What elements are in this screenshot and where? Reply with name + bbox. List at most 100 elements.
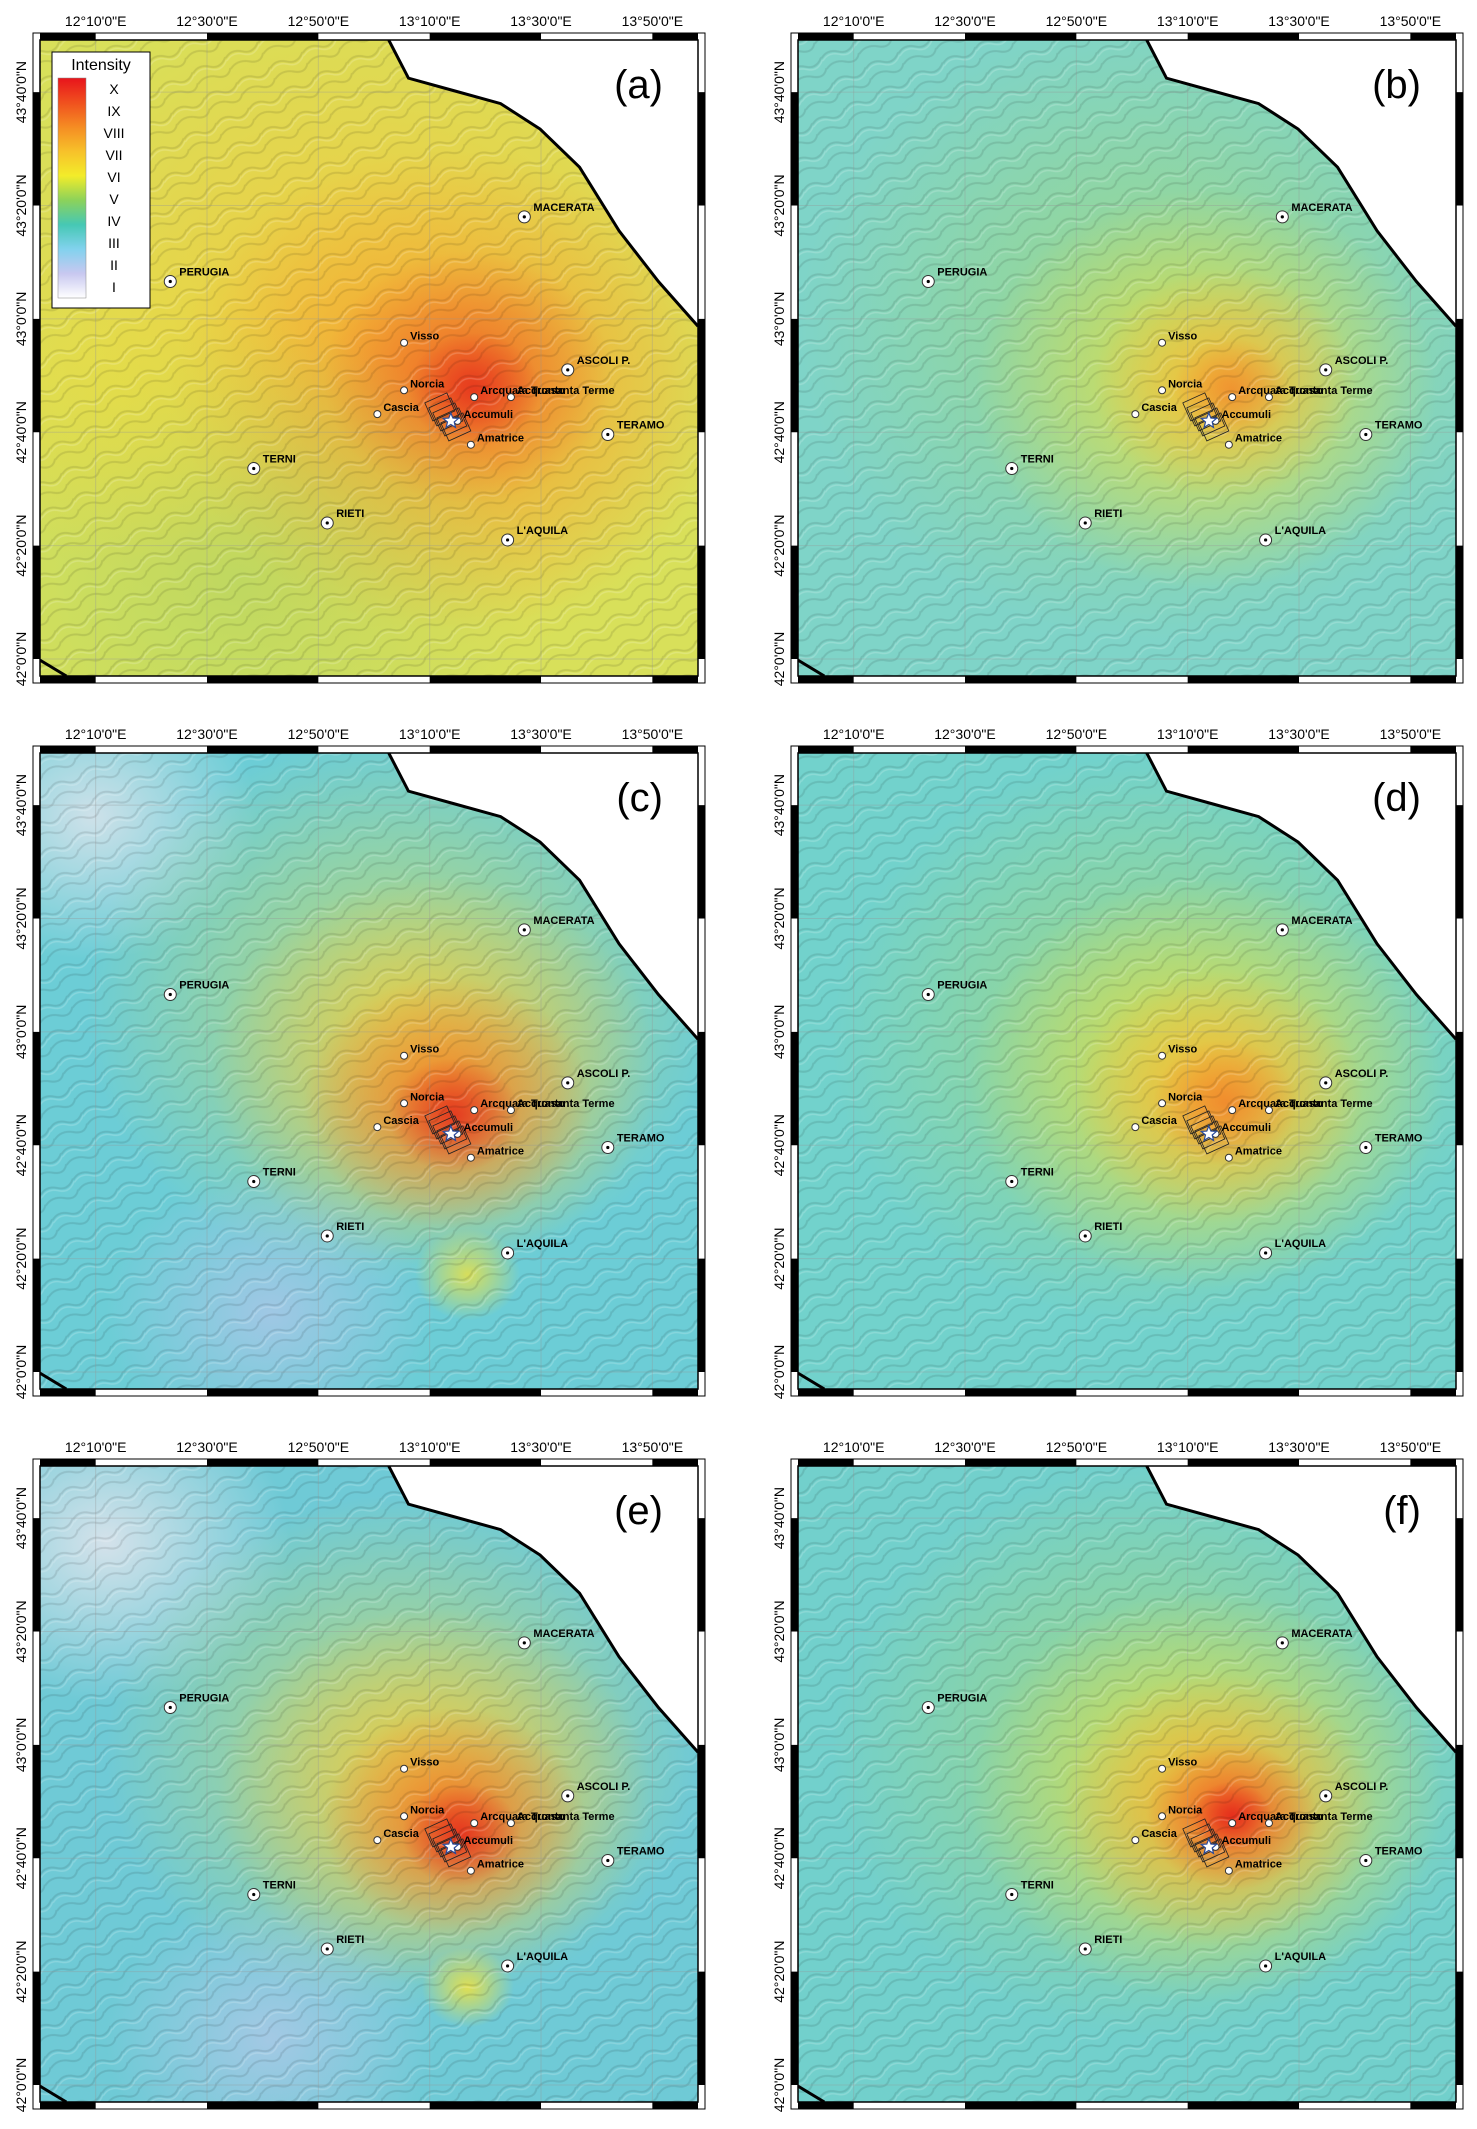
frame-segment — [33, 92, 40, 206]
panel-label: (a) — [614, 63, 663, 107]
fault-segment — [1190, 1115, 1222, 1145]
frame-segment — [652, 2102, 698, 2109]
frame-segment — [429, 2102, 542, 2109]
city-marker — [1158, 1099, 1167, 1108]
longitude-tick-label: 13°30'0"E — [1268, 1439, 1330, 1455]
fault-segment — [436, 407, 468, 437]
fault-segment — [1182, 1818, 1214, 1848]
city-center-dot — [1264, 1251, 1268, 1255]
latitude-tick-label: 42°0'0"N — [13, 1345, 29, 1400]
city-marker — [373, 1123, 382, 1132]
frame-segment — [207, 2102, 319, 2109]
legend-title: Intensity — [71, 57, 131, 74]
epicenter-star-icon — [1199, 1124, 1218, 1142]
frame-segment — [1456, 805, 1463, 919]
longitude-tick-label: 12°10'0"E — [823, 726, 885, 742]
frame-segment — [698, 1518, 705, 1632]
city-center-dot — [1010, 1179, 1014, 1184]
latitude-tick-label: 43°20'0"N — [13, 887, 29, 949]
latitude-tick-label: 42°40'0"N — [13, 1114, 29, 1176]
outer-frame — [790, 1458, 1464, 2110]
city-label: RIETI — [1094, 1934, 1122, 1946]
city-marker — [1264, 1106, 1273, 1115]
city-label: Norcia — [1168, 1091, 1203, 1103]
city-label: Arcquata Tronto — [480, 1098, 565, 1110]
frame-segment — [33, 1031, 40, 1146]
city-label: Cascia — [383, 1115, 419, 1127]
latitude-tick-label: 42°40'0"N — [771, 1114, 787, 1176]
frame-segment — [798, 33, 854, 40]
frame-segment — [791, 1031, 798, 1146]
city-label: L'AQUILA — [1275, 1238, 1327, 1250]
longitude-tick-label: 13°10'0"E — [1157, 13, 1219, 29]
fault-segment — [428, 1823, 460, 1853]
longitude-tick-label: 12°50'0"E — [1046, 726, 1108, 742]
city-label: Visso — [410, 1757, 439, 1769]
legend-color-ramp — [57, 77, 87, 299]
adriatic-sea — [388, 40, 698, 327]
city-label: Accumuli — [1222, 409, 1272, 421]
frame-segment — [1410, 1389, 1456, 1396]
fault-segment — [428, 1110, 460, 1140]
frame-segment — [652, 676, 698, 683]
city-label: Accumuli — [1222, 1835, 1272, 1847]
longitude-tick-label: 13°30'0"E — [1268, 726, 1330, 742]
longitude-tick-label: 13°50'0"E — [1380, 13, 1442, 29]
legend-class-label: III — [108, 235, 120, 251]
city-marker — [506, 1106, 515, 1115]
city-label: TERNI — [1021, 454, 1054, 466]
city-label: L'AQUILA — [1275, 1951, 1327, 1963]
city-marker — [466, 1866, 475, 1875]
frame-segment — [798, 1389, 854, 1396]
fault-segment — [440, 1125, 472, 1155]
city-label: Norcia — [1168, 378, 1203, 390]
frame-segment — [1187, 33, 1300, 40]
coastline — [387, 40, 698, 328]
longitude-tick-label: 12°10'0"E — [65, 726, 127, 742]
frame-segment — [1410, 2102, 1456, 2109]
frame-segment — [698, 805, 705, 919]
frame-segment — [33, 1971, 40, 2085]
fault-segment — [440, 1838, 472, 1868]
longitude-tick-label: 13°10'0"E — [399, 1439, 461, 1455]
city-center-dot — [522, 928, 526, 932]
frame-segment — [965, 1459, 1077, 1466]
city-label: ASCOLI P. — [577, 1781, 631, 1793]
longitude-tick-label: 13°30'0"E — [510, 726, 572, 742]
city-center-dot — [506, 1251, 510, 1255]
longitude-tick-label: 12°10'0"E — [65, 1439, 127, 1455]
latitude-tick-label: 42°20'0"N — [13, 1227, 29, 1289]
latitude-tick-label: 42°20'0"N — [771, 1227, 787, 1289]
latitude-tick-label: 43°40'0"N — [13, 774, 29, 836]
city-label: Cascia — [383, 402, 419, 414]
frame-segment — [33, 1744, 40, 1859]
city-label: Accumuli — [464, 1122, 514, 1134]
map-panel-b: MACERATA PERUGIA Visso ASCOLI P. Norcia Arcqu… — [771, 13, 1464, 686]
legend-class-label: II — [110, 257, 118, 273]
frame-segment — [1187, 676, 1300, 683]
fault-segment — [424, 1105, 456, 1135]
fault-segment — [1198, 1125, 1230, 1155]
latitude-tick-label: 43°0'0"N — [13, 292, 29, 347]
longitude-tick-label: 12°30'0"E — [176, 13, 238, 29]
city-label: RIETI — [336, 1221, 364, 1233]
frame-segment — [698, 1258, 705, 1372]
city-label: Norcia — [410, 378, 445, 390]
map-panel-e: MACERATA PERUGIA Visso ASCOLI P. Norcia Arcqu… — [13, 1439, 706, 2112]
city-label: MACERATA — [1291, 1628, 1352, 1640]
latitude-tick-label: 42°20'0"N — [771, 514, 787, 576]
latitude-tick-label: 43°40'0"N — [13, 61, 29, 123]
city-label: Norcia — [1168, 1804, 1203, 1816]
frame-segment — [40, 2102, 96, 2109]
coastline — [387, 1466, 698, 1754]
city-label: PERUGIA — [179, 266, 229, 278]
city-label: Arcquata Tronto — [480, 385, 565, 397]
city-marker — [506, 393, 515, 402]
frame-segment — [1456, 1744, 1463, 1859]
panel-label: (c) — [616, 776, 663, 820]
city-marker — [470, 1819, 479, 1828]
frame-segment — [652, 33, 698, 40]
longitude-tick-label: 13°50'0"E — [1380, 1439, 1442, 1455]
